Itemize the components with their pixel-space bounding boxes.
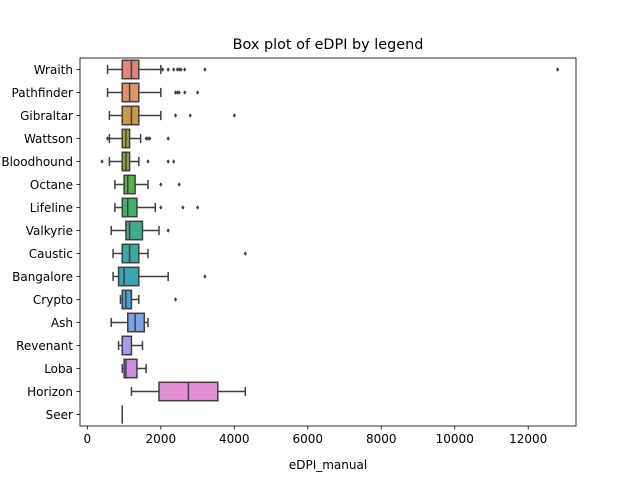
box-crypto [121, 289, 133, 310]
outlier-point [166, 136, 170, 141]
outlier-point [148, 136, 152, 141]
box-pathfinder [121, 82, 140, 103]
outlier-point [177, 67, 181, 72]
outlier-point [195, 90, 200, 95]
outlier-point [556, 67, 560, 72]
box-octane [123, 174, 136, 195]
box-revenant [121, 335, 133, 356]
y-tick-label-revenant: Revenant [16, 339, 73, 353]
box-caustic [121, 243, 140, 264]
outlier-point [173, 113, 178, 118]
y-tick-label-crypto: Crypto [33, 293, 73, 307]
outlier-point [188, 113, 192, 118]
y-tick-label-loba: Loba [44, 362, 73, 376]
y-tick-label-seer: Seer [46, 408, 73, 422]
outlier-point [144, 136, 148, 141]
x-tick-label: 2000 [146, 432, 177, 446]
y-tick-label-caustic: Caustic [29, 247, 73, 261]
outlier-point [100, 159, 104, 164]
box-bangalore [117, 266, 140, 287]
outlier-point [232, 113, 236, 118]
y-tick-label-bangalore: Bangalore [12, 270, 73, 284]
y-tick-label-lifeline: Lifeline [30, 201, 73, 215]
x-tick-label: 10000 [436, 432, 474, 446]
box-ash [127, 312, 146, 333]
outlier-point [173, 297, 178, 302]
x-tick-label: 12000 [509, 432, 547, 446]
x-axis-label: eDPI_manual [289, 458, 367, 472]
outlier-point [177, 182, 181, 187]
box-lifeline [121, 197, 138, 218]
outlier-point [146, 159, 150, 164]
outlier-point [173, 90, 178, 95]
y-tick-label-ash: Ash [51, 316, 73, 330]
outlier-point [166, 159, 170, 164]
y-tick-label-bloodhound: Bloodhound [1, 155, 73, 169]
chart-title: Box plot of eDPI by legend [233, 37, 424, 53]
outlier-point [175, 90, 179, 95]
outlier-point [175, 67, 179, 72]
y-tick-label-gibraltar: Gibraltar [20, 109, 73, 123]
outlier-point [183, 90, 187, 95]
outlier-point [181, 205, 185, 210]
y-tick-label-valkyrie: Valkyrie [26, 224, 73, 238]
outlier-point [243, 251, 247, 256]
y-tick-label-pathfinder: Pathfinder [12, 86, 74, 100]
outlier-point [179, 67, 183, 72]
x-tick-label: 0 [84, 432, 92, 446]
outlier-point [203, 67, 207, 72]
outlier-point [172, 159, 176, 164]
outlier-point [146, 136, 150, 141]
outlier-point [159, 205, 163, 210]
x-tick-label: 8000 [366, 432, 397, 446]
y-tick-label-wraith: Wraith [34, 63, 73, 77]
outlier-point [177, 90, 181, 95]
box-loba [123, 358, 138, 379]
x-tick-label: 6000 [293, 432, 324, 446]
outlier-point [166, 228, 170, 233]
y-tick-label-horizon: Horizon [27, 385, 73, 399]
x-tick-label: 4000 [219, 432, 250, 446]
y-tick-label-octane: Octane [30, 178, 73, 192]
outlier-point [203, 274, 207, 279]
outlier-point [166, 67, 170, 72]
outlier-point [161, 67, 165, 72]
outlier-point [159, 182, 163, 187]
outlier-point [172, 67, 176, 72]
box-gibraltar [121, 105, 140, 126]
axes-frame [79, 57, 577, 427]
outlier-point [183, 67, 187, 72]
box-wraith [121, 59, 140, 80]
box-valkyrie [125, 220, 144, 241]
plot-area: Wraith Pathfinder Gibraltar Wattson Bloodhou… [1, 57, 577, 446]
y-tick-label-wattson: Wattson [24, 132, 73, 146]
outlier-point [195, 205, 200, 210]
outlier-point [105, 136, 110, 141]
